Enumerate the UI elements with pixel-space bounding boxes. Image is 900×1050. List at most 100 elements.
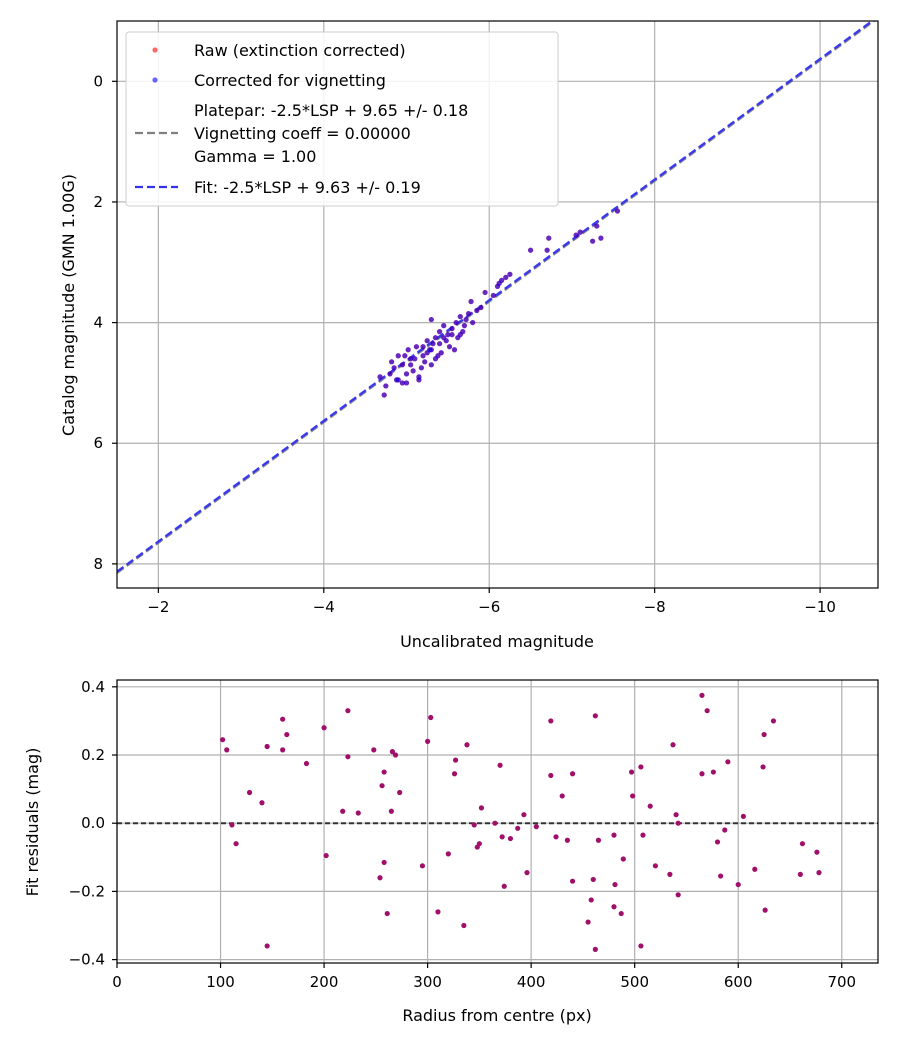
residual-point bbox=[377, 875, 383, 881]
residual-point bbox=[585, 919, 591, 925]
residual-point bbox=[670, 742, 676, 748]
residuals-plot-x-label: Radius from centre (px) bbox=[402, 1006, 591, 1025]
x-tick-label: −2 bbox=[147, 598, 169, 616]
corrected-point bbox=[449, 326, 455, 332]
residual-point bbox=[220, 737, 226, 743]
residual-point bbox=[521, 812, 527, 818]
magnitude-plot-x-ticks: −2 −4 −6 −8 −10 bbox=[147, 588, 836, 616]
residual-point bbox=[735, 881, 741, 888]
corrected-point bbox=[507, 271, 513, 277]
legend-platepar-line-text: Gamma = 1.00 bbox=[194, 147, 316, 166]
residual-points bbox=[220, 692, 822, 952]
residual-point bbox=[628, 769, 635, 775]
corrected-point bbox=[544, 247, 550, 253]
corrected-point bbox=[410, 368, 416, 374]
corrected-point bbox=[451, 347, 458, 353]
residual-point bbox=[280, 716, 286, 722]
x-tick-label: −10 bbox=[804, 598, 836, 616]
legend-platepar-line-text: Platepar: -2.5*LSP + 9.65 +/- 0.18 bbox=[194, 101, 468, 120]
residual-point bbox=[461, 922, 467, 929]
residual-point bbox=[770, 718, 777, 724]
corrected-point bbox=[446, 344, 453, 350]
corrected-point bbox=[463, 316, 469, 323]
residual-point bbox=[340, 808, 346, 814]
y-tick-label: 4 bbox=[93, 314, 103, 332]
corrected-point bbox=[503, 274, 509, 280]
corrected-point bbox=[478, 304, 484, 311]
magnitude-plot-y-ticks: 0 2 4 6 8 bbox=[93, 72, 117, 573]
corrected-point bbox=[457, 332, 463, 338]
corrected-point bbox=[432, 335, 439, 341]
x-tick-label: 500 bbox=[620, 973, 649, 991]
residual-point bbox=[797, 871, 803, 877]
residual-point bbox=[652, 863, 658, 869]
y-tick-label: 2 bbox=[93, 193, 103, 211]
corrected-point bbox=[393, 377, 400, 383]
residual-point bbox=[371, 747, 377, 753]
y-tick-label: 0.0 bbox=[81, 814, 105, 832]
corrected-point bbox=[614, 208, 621, 214]
y-tick-label: 0.2 bbox=[81, 746, 105, 764]
corrected-point bbox=[424, 338, 430, 344]
corrected-point bbox=[403, 380, 410, 386]
residual-point bbox=[553, 834, 559, 840]
residual-point bbox=[264, 743, 270, 750]
residual-point bbox=[464, 742, 470, 748]
residual-point bbox=[611, 904, 617, 910]
corrected-point bbox=[420, 353, 426, 359]
residual-point bbox=[355, 810, 361, 816]
residual-point bbox=[762, 907, 768, 913]
fit-lines bbox=[117, 21, 876, 574]
residual-point bbox=[564, 837, 570, 843]
corrected-point bbox=[428, 316, 434, 323]
corrected-point bbox=[453, 319, 459, 326]
residuals-plot-frame bbox=[116, 679, 879, 964]
residual-point bbox=[799, 841, 806, 847]
residual-point bbox=[647, 803, 653, 809]
corrected-point bbox=[424, 350, 430, 356]
residual-point bbox=[323, 852, 329, 859]
legend-box bbox=[125, 31, 559, 207]
residual-point bbox=[381, 769, 387, 775]
corrected-point bbox=[428, 347, 434, 353]
legend-raw-label: Raw (extinction corrected) bbox=[194, 41, 406, 60]
residual-point bbox=[452, 757, 459, 763]
corrected-point bbox=[441, 323, 447, 329]
y-tick-label: 8 bbox=[93, 555, 103, 573]
residual-point bbox=[595, 837, 602, 843]
y-tick-label: 6 bbox=[93, 434, 103, 452]
corrected-point bbox=[412, 356, 418, 362]
residuals-plot-x-ticks: 0 100 200 300 400 500 600 700 bbox=[112, 963, 856, 991]
corrected-point bbox=[418, 365, 424, 371]
y-tick-label: 0.4 bbox=[81, 678, 105, 696]
corrected-point bbox=[403, 371, 410, 377]
residual-point bbox=[760, 764, 766, 770]
residual-point bbox=[381, 859, 387, 866]
residuals-plot-grid bbox=[116, 680, 878, 963]
residual-point bbox=[722, 827, 728, 833]
x-tick-label: −8 bbox=[644, 598, 666, 616]
residual-point bbox=[499, 834, 505, 840]
corrected-point bbox=[413, 344, 420, 350]
residual-point bbox=[714, 839, 721, 845]
corrected-point bbox=[598, 235, 604, 241]
residual-point bbox=[638, 764, 644, 770]
residual-point bbox=[548, 718, 554, 724]
corrected-point bbox=[577, 229, 583, 235]
y-tick-label: 0 bbox=[93, 72, 103, 90]
residual-point bbox=[392, 752, 399, 758]
corrected-point bbox=[527, 247, 534, 253]
residual-point bbox=[612, 881, 618, 888]
corrected-point bbox=[436, 329, 443, 335]
legend-raw-marker bbox=[152, 47, 158, 53]
corrected-point bbox=[399, 362, 405, 368]
x-tick-label: 300 bbox=[413, 973, 442, 991]
x-tick-label: 400 bbox=[517, 973, 546, 991]
residual-point bbox=[497, 762, 503, 768]
residual-point bbox=[321, 725, 327, 731]
corrected-point bbox=[389, 359, 395, 365]
y-tick-label: −0.4 bbox=[69, 951, 105, 969]
magnitude-plot-y-label: Catalog magnitude (GMN 1.00G) bbox=[59, 174, 78, 436]
corrected-point bbox=[461, 323, 468, 329]
